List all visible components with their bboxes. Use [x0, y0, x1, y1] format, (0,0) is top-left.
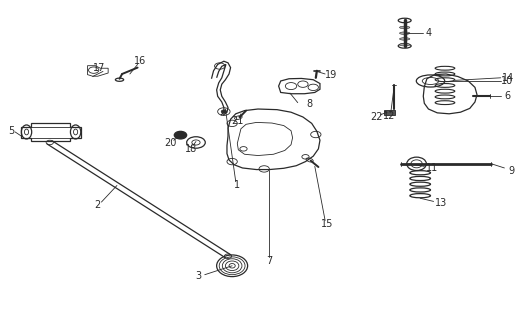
Text: 19: 19: [325, 70, 337, 80]
Text: 18: 18: [185, 144, 197, 154]
Text: 5: 5: [8, 126, 14, 136]
Circle shape: [221, 110, 226, 113]
Text: 20: 20: [164, 139, 176, 148]
Text: 3: 3: [195, 271, 201, 281]
Text: 7: 7: [266, 256, 272, 266]
Ellipse shape: [399, 44, 410, 46]
Text: 15: 15: [321, 219, 334, 229]
Text: 10: 10: [501, 76, 513, 86]
Text: 16: 16: [134, 56, 146, 66]
Text: 21: 21: [231, 116, 243, 126]
Text: 14: 14: [502, 73, 514, 83]
Text: 2: 2: [95, 200, 101, 210]
FancyBboxPatch shape: [384, 110, 395, 115]
Text: 12: 12: [383, 111, 395, 121]
Ellipse shape: [399, 26, 410, 29]
Ellipse shape: [399, 32, 410, 35]
Text: 17: 17: [93, 63, 105, 73]
Text: 22: 22: [370, 112, 383, 122]
Text: 4: 4: [425, 28, 431, 38]
Text: 11: 11: [426, 163, 438, 173]
Text: 8: 8: [307, 99, 313, 109]
Text: 9: 9: [508, 166, 514, 176]
Text: 1: 1: [234, 180, 240, 190]
Ellipse shape: [399, 38, 410, 40]
Text: 13: 13: [435, 198, 447, 208]
Text: 6: 6: [504, 91, 510, 101]
Circle shape: [174, 131, 186, 139]
